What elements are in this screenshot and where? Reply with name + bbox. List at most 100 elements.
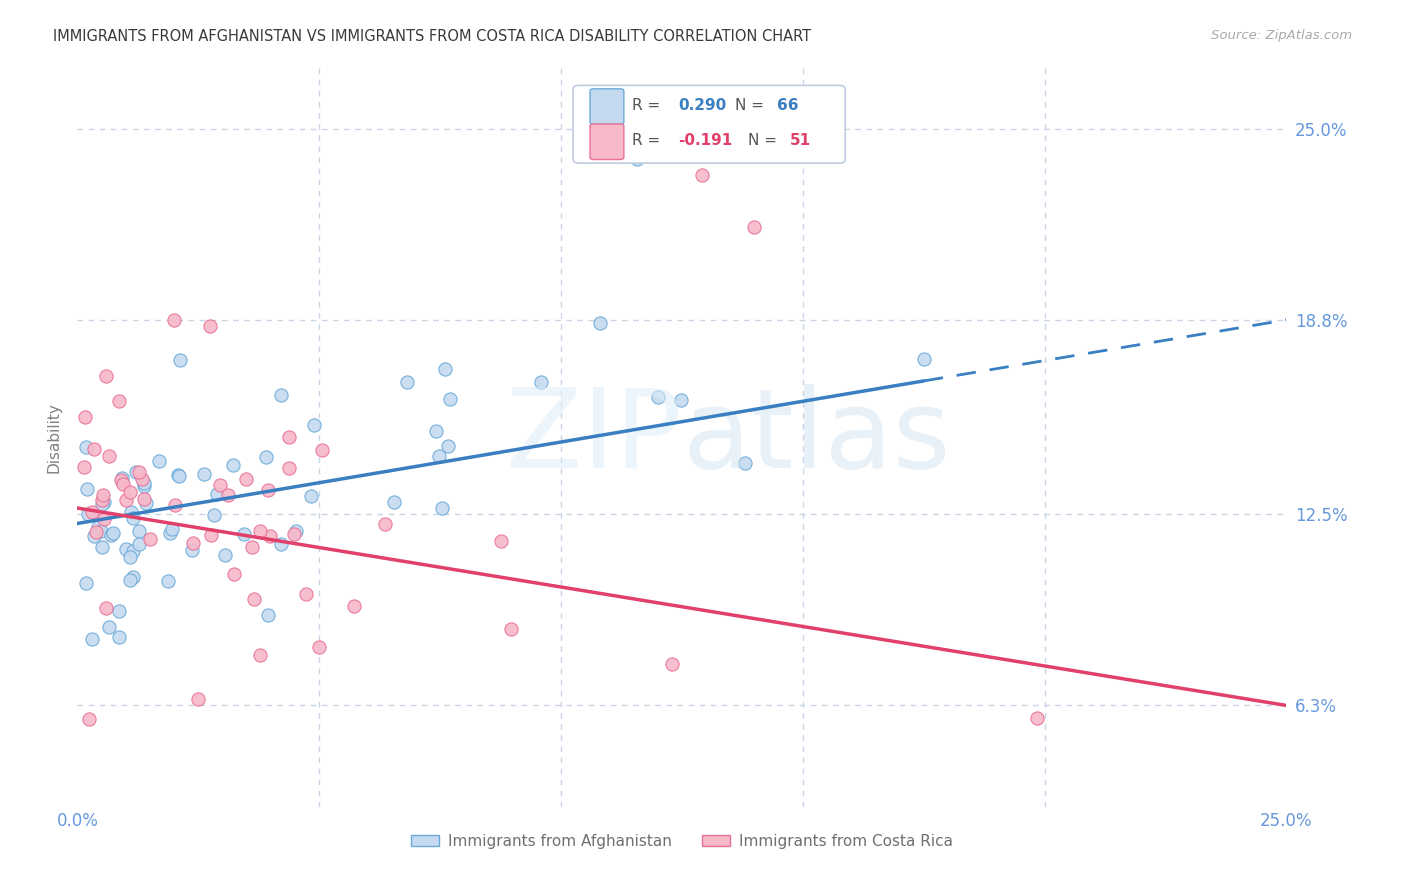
- Point: [111, 471, 134, 485]
- Point: [278, 460, 301, 475]
- Point: [96, 601, 118, 615]
- Point: [270, 388, 292, 402]
- Point: [214, 548, 236, 562]
- Point: [128, 537, 150, 551]
- Point: [209, 478, 232, 492]
- Point: [98, 620, 121, 634]
- FancyBboxPatch shape: [591, 124, 624, 160]
- Point: [181, 536, 204, 550]
- Point: [232, 527, 254, 541]
- Point: [382, 494, 405, 508]
- Point: [167, 468, 190, 483]
- Point: [108, 604, 131, 618]
- Point: [259, 528, 281, 542]
- Point: [217, 488, 239, 502]
- Point: [73, 410, 96, 425]
- Point: [690, 168, 713, 182]
- Point: [157, 574, 180, 588]
- Point: [114, 541, 136, 556]
- Point: [669, 392, 692, 407]
- Point: [139, 533, 162, 547]
- Point: [249, 524, 271, 539]
- Point: [91, 488, 114, 502]
- Point: [131, 472, 153, 486]
- Point: [198, 319, 221, 334]
- Point: [107, 631, 129, 645]
- Point: [235, 472, 257, 486]
- Point: [433, 362, 456, 376]
- Point: [132, 476, 155, 491]
- Point: [742, 220, 765, 235]
- Point: [374, 516, 396, 531]
- Point: [193, 467, 215, 481]
- Point: [148, 454, 170, 468]
- Point: [626, 153, 648, 167]
- Point: [224, 567, 246, 582]
- Point: [202, 508, 225, 522]
- Text: 51: 51: [790, 133, 811, 148]
- Point: [162, 522, 184, 536]
- Point: [294, 586, 316, 600]
- Point: [169, 353, 191, 368]
- Point: [110, 473, 132, 487]
- Point: [124, 465, 146, 479]
- Point: [395, 375, 418, 389]
- Point: [302, 418, 325, 433]
- Point: [77, 507, 100, 521]
- Point: [87, 519, 110, 533]
- FancyBboxPatch shape: [591, 89, 624, 124]
- Point: [180, 542, 202, 557]
- Point: [80, 632, 103, 647]
- Point: [425, 424, 447, 438]
- Point: [100, 528, 122, 542]
- Point: [101, 526, 124, 541]
- Point: [311, 442, 333, 457]
- Point: [647, 390, 669, 404]
- Point: [343, 599, 366, 613]
- Point: [277, 430, 299, 444]
- Text: 66: 66: [778, 97, 799, 112]
- Point: [132, 491, 155, 506]
- Point: [432, 501, 454, 516]
- Point: [187, 692, 209, 706]
- Point: [439, 392, 461, 406]
- Point: [1026, 711, 1049, 725]
- Point: [122, 544, 145, 558]
- Point: [283, 527, 305, 541]
- Point: [135, 496, 157, 510]
- Text: R =: R =: [633, 97, 665, 112]
- Point: [122, 511, 145, 525]
- Point: [96, 368, 118, 383]
- Y-axis label: Disability: Disability: [46, 401, 62, 473]
- Point: [91, 497, 114, 511]
- Point: [249, 648, 271, 662]
- Point: [72, 459, 94, 474]
- Point: [254, 450, 277, 464]
- Point: [77, 712, 100, 726]
- Point: [912, 351, 935, 366]
- Point: [501, 623, 523, 637]
- Point: [112, 476, 135, 491]
- Text: N =: N =: [735, 97, 769, 112]
- Point: [91, 540, 114, 554]
- Point: [86, 525, 108, 540]
- Text: IMMIGRANTS FROM AFGHANISTAN VS IMMIGRANTS FROM COSTA RICA DISABILITY CORRELATION: IMMIGRANTS FROM AFGHANISTAN VS IMMIGRANT…: [53, 29, 811, 44]
- Point: [93, 495, 115, 509]
- Point: [93, 511, 115, 525]
- Point: [120, 485, 142, 500]
- Text: 0.290: 0.290: [678, 97, 727, 112]
- Point: [91, 493, 114, 508]
- Text: Source: ZipAtlas.com: Source: ZipAtlas.com: [1212, 29, 1353, 42]
- Point: [80, 505, 103, 519]
- Point: [121, 570, 143, 584]
- Point: [128, 524, 150, 539]
- Point: [163, 313, 186, 327]
- Point: [97, 449, 120, 463]
- Point: [284, 524, 307, 538]
- Point: [437, 439, 460, 453]
- Text: atlas: atlas: [682, 384, 950, 491]
- Point: [734, 456, 756, 470]
- FancyBboxPatch shape: [574, 86, 845, 163]
- Point: [76, 482, 98, 496]
- Legend: Immigrants from Afghanistan, Immigrants from Costa Rica: Immigrants from Afghanistan, Immigrants …: [405, 828, 959, 855]
